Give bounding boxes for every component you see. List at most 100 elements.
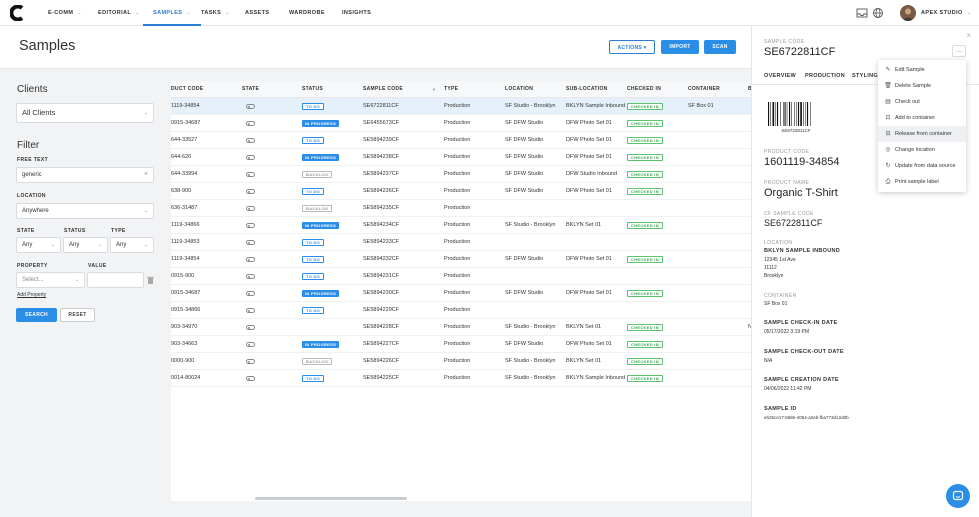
menu-item-change-location[interactable]: ◎ Change location (878, 142, 966, 158)
menu-item-delete-sample[interactable]: 🗑 Delete Sample (878, 78, 966, 94)
reset-button[interactable]: RESET (60, 308, 95, 322)
globe-icon[interactable] (872, 7, 884, 19)
status-badge: IN PROGRESS (302, 341, 340, 348)
state-toggle-icon[interactable] (246, 257, 255, 262)
cell-sub: DFW Photo Set 01 (566, 154, 612, 160)
address-line-1: 12345 1st Ave (764, 257, 796, 263)
menu-item-print-sample-label[interactable]: ⎙ Print sample label (878, 174, 966, 190)
tab-production[interactable]: PRODUCTION (805, 73, 845, 79)
app-logo-icon[interactable] (10, 5, 26, 21)
state-toggle-icon[interactable] (246, 274, 255, 279)
nav-item-assets[interactable]: ASSETS (245, 10, 270, 16)
state-toggle-icon[interactable] (246, 121, 255, 126)
status-badge: TO DO (302, 239, 325, 246)
status-select[interactable]: Any ⌄ (63, 237, 108, 253)
state-toggle-icon[interactable] (246, 376, 255, 381)
inbox-icon[interactable] (856, 7, 868, 19)
location-label: LOCATION (764, 240, 793, 246)
nav-item-editorial[interactable]: EDITORIAL ⌄ (98, 0, 140, 26)
state-toggle-icon[interactable] (246, 104, 255, 109)
chat-launcher-button[interactable] (946, 484, 970, 508)
table-row[interactable]: 903-34970 SE5894228CF Production SF Studio … (171, 319, 751, 336)
search-button[interactable]: SEARCH (16, 308, 57, 322)
cell-sample: SE5894239CF (363, 137, 400, 143)
column-header-status[interactable]: STATUS (302, 86, 324, 92)
location-select[interactable]: Anywhere ⌄ (16, 203, 154, 219)
table-row[interactable]: 1119-34866 SE5894234CF Production SF Studio… (171, 217, 751, 234)
table-row[interactable]: 1119-34854 SE5894232CF Production SF DFW St… (171, 251, 751, 268)
column-header-container[interactable]: CONTAINER (688, 86, 721, 92)
column-header-type[interactable]: TYPE (444, 86, 459, 92)
column-header-location[interactable]: LOCATION (505, 86, 534, 92)
table-row[interactable]: 644-620 SE5894238CF Production SF DFW Studi… (171, 149, 751, 166)
state-toggle-icon[interactable] (246, 291, 255, 296)
clients-select[interactable]: All Clients ⌄ (16, 103, 154, 123)
column-header-sample-code[interactable]: SAMPLE CODE (363, 86, 403, 92)
state-toggle-icon[interactable] (246, 223, 255, 228)
table-row[interactable]: 903-34663 SE5894227CF Production SF DFW Stu… (171, 336, 751, 353)
cell-container (688, 217, 746, 234)
cell-type: Production (444, 188, 471, 194)
column-header-extra[interactable]: B (748, 86, 751, 92)
add-property-link[interactable]: Add Property (17, 292, 47, 298)
table-row[interactable]: 644-33994 SE5894237CF Production SF DFW Stu… (171, 166, 751, 183)
column-header-sub-location[interactable]: SUB-LOCATION (566, 86, 608, 92)
type-select[interactable]: Any ⌄ (110, 237, 154, 253)
state-toggle-icon[interactable] (246, 138, 255, 143)
table-row[interactable]: 0915-34687 SE5894230CF Production SF DFW St… (171, 285, 751, 302)
state-select[interactable]: Any ⌄ (16, 237, 61, 253)
state-toggle-icon[interactable] (246, 206, 255, 211)
account-menu[interactable]: APEX STUDIO ⌄ (921, 10, 972, 16)
state-toggle-icon[interactable] (246, 189, 255, 194)
table-row[interactable]: 0000-900 SE5894226CF Production SF Studio -… (171, 353, 751, 370)
more-options-button[interactable]: ··· (952, 45, 966, 57)
checkout-date-value: N/A (764, 358, 773, 364)
state-toggle-icon[interactable] (246, 308, 255, 313)
column-header-state[interactable]: STATE (242, 86, 260, 92)
nav-item-samples[interactable]: SAMPLES ⌄ (143, 0, 201, 26)
column-header-product-code[interactable]: DUCT CODE (171, 86, 204, 92)
table-row[interactable]: 0915-34866 SE5894229CF Production TO DO (171, 302, 751, 319)
import-button[interactable]: IMPORT (661, 40, 699, 54)
nav-item-tasks[interactable]: TASKS ⌄ (201, 0, 230, 26)
nav-item-wardrobe[interactable]: WARDROBE (289, 10, 325, 16)
free-text-input[interactable]: generic × (16, 167, 154, 183)
menu-item-release-from-container[interactable]: ⊟ Release from container (878, 126, 966, 142)
table-row[interactable]: 638-900 SE5894236CF Production SF DFW Studi… (171, 183, 751, 200)
table-row[interactable]: 644-33527 SE5894239CF Production SF DFW Stu… (171, 132, 751, 149)
property-value-input[interactable] (87, 272, 144, 288)
status-badge: TO DO (302, 375, 325, 382)
close-icon[interactable]: × (966, 31, 971, 40)
clear-icon[interactable]: × (143, 171, 148, 178)
tab-styling[interactable]: STYLING (852, 73, 878, 79)
scan-button[interactable]: SCAN (704, 40, 736, 54)
menu-item-update-from-data-source[interactable]: ↻ Update from data source (878, 158, 966, 174)
state-toggle-icon[interactable] (246, 325, 255, 330)
table-row[interactable]: 1119-34854 SE6722811CF Production SF Studio… (171, 98, 751, 115)
menu-item-icon: ⎙ (885, 179, 891, 185)
actions-button[interactable]: ACTIONS ▾ (609, 40, 655, 54)
menu-item-add-to-container[interactable]: ⊡ Add to container (878, 110, 966, 126)
table-row[interactable]: 0915-34687 SE6455673CF Production SF DFW St… (171, 115, 751, 132)
state-toggle-icon[interactable] (246, 359, 255, 364)
status-badge: TO DO (302, 256, 325, 263)
table-row[interactable]: 1119-34853 SE5894233CF Production TO DO (171, 234, 751, 251)
state-toggle-icon[interactable] (246, 172, 255, 177)
state-toggle-icon[interactable] (246, 240, 255, 245)
table-row[interactable]: 0915-900 SE5894231CF Production TO DO (171, 268, 751, 285)
avatar[interactable] (900, 5, 916, 21)
delete-icon[interactable] (147, 276, 154, 284)
property-select[interactable]: Select... ⌄ (16, 272, 85, 288)
nav-item-ecomm[interactable]: E-COMM ⌄ (48, 0, 82, 26)
horizontal-scrollbar[interactable] (255, 497, 407, 500)
cell-code: 0915-34687 (171, 290, 201, 296)
table-row[interactable]: 0014-80024 SE5894225CF Production SF Studio… (171, 370, 751, 387)
menu-item-edit-sample[interactable]: ✎ Edit Sample (878, 62, 966, 78)
state-toggle-icon[interactable] (246, 155, 255, 160)
column-header-checked-in[interactable]: CHECKED IN (627, 86, 662, 92)
sort-desc-icon[interactable]: ▼ (432, 87, 437, 92)
table-row[interactable]: 636-31487 SE5894235CF Production BACKLOG (171, 200, 751, 217)
menu-item-check-out[interactable]: ▤ Check out (878, 94, 966, 110)
state-toggle-icon[interactable] (246, 342, 255, 347)
nav-item-insights[interactable]: INSIGHTS (342, 10, 372, 16)
